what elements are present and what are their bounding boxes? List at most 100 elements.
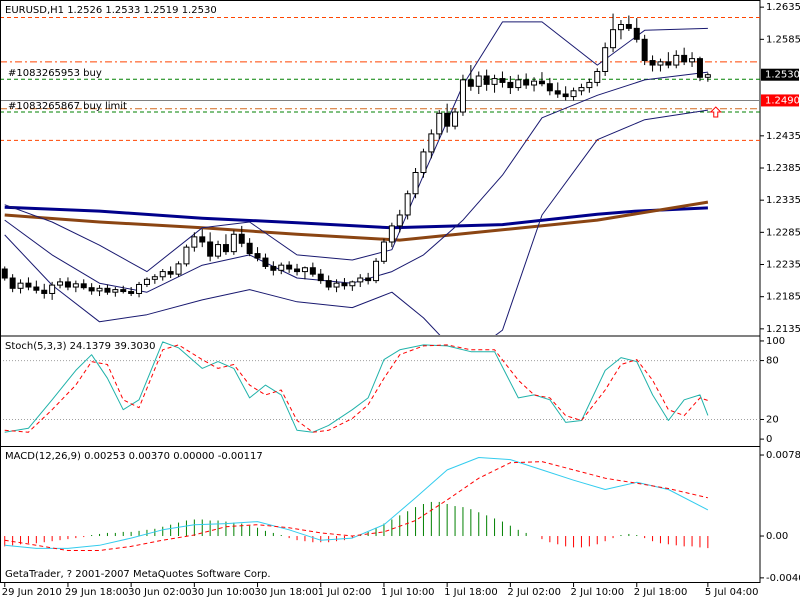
candle-body xyxy=(523,79,530,86)
candle-body xyxy=(254,253,261,259)
candle-body xyxy=(610,29,617,49)
candle-body xyxy=(238,233,245,244)
y-tick-label: 1.2335 xyxy=(766,195,800,206)
x-tick-label: 2 Jul 10:00 xyxy=(571,587,625,598)
candle-body xyxy=(546,83,553,92)
candle-body xyxy=(459,79,466,113)
y-tick-label: 0.00784 xyxy=(766,450,800,461)
x-tick-label: 30 Jun 02:00 xyxy=(128,587,192,598)
candle-body xyxy=(657,61,664,66)
candle-body xyxy=(222,244,229,253)
candle-body xyxy=(531,80,538,86)
y-tick-label: 1.2235 xyxy=(766,260,800,271)
candle-body xyxy=(538,80,545,85)
candle-body xyxy=(633,27,640,40)
order-arrow xyxy=(709,106,722,118)
indicator-line xyxy=(4,341,709,433)
candle-body xyxy=(570,90,577,98)
candle-body xyxy=(578,87,585,92)
candle-body xyxy=(554,90,561,95)
candle-body xyxy=(396,214,403,227)
panel xyxy=(4,457,709,551)
y-tick-label: -0.00405 xyxy=(766,573,800,584)
candle-body xyxy=(9,277,16,289)
candle-body xyxy=(175,263,182,275)
candle-body xyxy=(444,112,451,127)
candle-body xyxy=(696,58,703,78)
panel-title: Stoch(5,3,3) 24.1379 39.3030 xyxy=(5,341,156,352)
candle-body xyxy=(215,244,222,257)
y-tick-label: 1.2185 xyxy=(766,292,800,303)
candle-body xyxy=(704,74,711,78)
candle-body xyxy=(33,286,40,291)
candle-body xyxy=(88,287,95,292)
panel-title: MACD(12,26,9) 0.00253 0.00370 0.00000 -0… xyxy=(5,451,263,462)
candle-body xyxy=(562,93,569,98)
candle-body xyxy=(365,277,372,282)
candle-body xyxy=(191,236,198,248)
candle-body xyxy=(207,241,214,257)
candle-body xyxy=(159,271,166,278)
x-tick-label: 1 Jul 10:00 xyxy=(381,587,435,598)
candle-body xyxy=(412,172,419,195)
candle-body xyxy=(420,151,427,174)
y-tick-label: 1.2385 xyxy=(766,163,800,174)
candle-body xyxy=(404,193,411,216)
candle-body xyxy=(57,281,64,286)
candle-body xyxy=(388,225,395,243)
x-tick-label: 30 Jun 10:00 xyxy=(191,587,255,598)
panel xyxy=(1,13,760,335)
candle-body xyxy=(665,61,672,66)
candle-body xyxy=(673,54,680,66)
candle-body xyxy=(617,24,624,31)
indicator-line xyxy=(4,109,708,335)
candle-body xyxy=(380,241,387,262)
candle-body xyxy=(151,276,158,280)
y-tick-label: 1.2435 xyxy=(766,131,800,142)
y-tick-label: 100 xyxy=(766,336,785,347)
candle-body xyxy=(594,70,601,83)
candle-body xyxy=(199,236,206,243)
candle-body xyxy=(681,54,688,63)
candle-body xyxy=(499,78,506,83)
indicator-line xyxy=(4,21,708,273)
price-box xyxy=(761,94,799,107)
candle-body xyxy=(80,283,87,289)
candle-body xyxy=(475,75,482,87)
y-tick-label: 20 xyxy=(766,414,779,425)
candle-body xyxy=(262,257,269,267)
x-tick-label: 30 Jun 18:00 xyxy=(255,587,319,598)
price-box-label: 1.2490 xyxy=(765,95,800,106)
plot-frame xyxy=(0,0,761,583)
candle-body xyxy=(507,81,514,89)
x-tick-label: 2 Jul 02:00 xyxy=(507,587,561,598)
candle-body xyxy=(586,81,593,89)
x-tick-label: 1 Jul 02:00 xyxy=(318,587,372,598)
y-tick-label: 1.2585 xyxy=(766,34,800,45)
x-tick-label: 29 Jun 2010 xyxy=(2,587,62,598)
panel-title: EURUSD,H1 1.2526 1.2533 1.2519 1.2530 xyxy=(5,5,217,16)
candle-body xyxy=(436,112,443,135)
candle-body xyxy=(64,281,71,288)
order-label: #1083265953 buy xyxy=(8,68,102,79)
candle-body xyxy=(641,38,648,62)
candle-body xyxy=(49,284,56,294)
candle-body xyxy=(491,78,498,85)
x-tick-label: 5 Jul 04:00 xyxy=(705,587,759,598)
candle-body xyxy=(341,282,348,287)
candle-body xyxy=(309,267,316,275)
order-label: #1083265867 buy limit xyxy=(8,101,127,112)
candle-body xyxy=(467,79,474,87)
candle-body xyxy=(128,291,135,294)
candle-body xyxy=(689,58,696,63)
candle-body xyxy=(246,242,253,255)
candle-body xyxy=(428,133,435,153)
candle-body xyxy=(286,264,293,270)
candle-body xyxy=(17,282,24,289)
y-tick-label: 1.2135 xyxy=(766,324,800,335)
y-tick-label: 1.2285 xyxy=(766,227,800,238)
candle-body xyxy=(373,260,380,282)
